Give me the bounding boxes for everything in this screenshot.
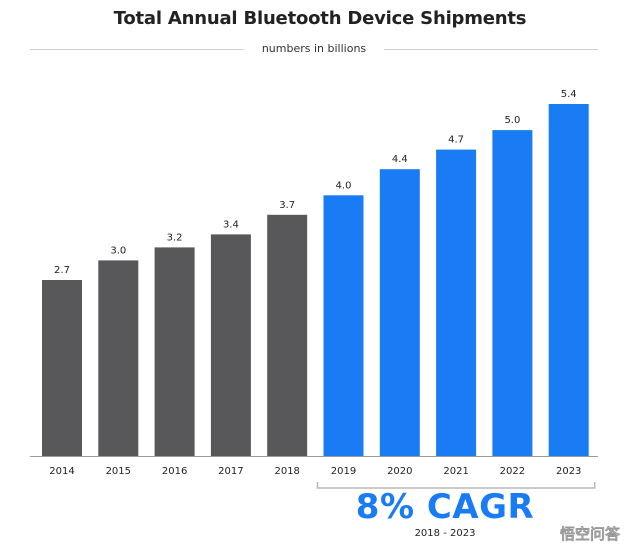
bar-2019	[323, 195, 364, 457]
x-tick-label-2023: 2023	[556, 466, 581, 477]
watermark-text: 悟空问答	[560, 525, 621, 543]
x-tick-label-2019: 2019	[331, 466, 356, 477]
speech-bubble-icon	[537, 525, 555, 541]
value-label-2015: 3.0	[110, 245, 126, 256]
value-label-2018: 3.7	[279, 200, 295, 211]
subtitle-rule-right	[384, 49, 598, 50]
forecast-bracket	[316, 482, 596, 489]
x-tick-label-2017: 2017	[218, 466, 243, 477]
cagr-range: 2018 - 2023	[414, 528, 476, 539]
bar-2017	[210, 234, 251, 456]
x-tick-labels-group: 2014 2015 2016 2017 2018 2019 2020 2021 2022 2023	[49, 466, 581, 477]
bar-2021	[436, 149, 477, 456]
value-label-2022: 5.0	[504, 115, 520, 126]
subtitle-rule-left	[30, 49, 244, 50]
x-tick-label-2022: 2022	[500, 466, 525, 477]
value-label-2020: 4.4	[392, 154, 408, 165]
cagr-headline: 8% CAGR	[355, 487, 535, 527]
value-label-2014: 2.7	[54, 265, 70, 276]
value-label-2017: 3.4	[223, 219, 239, 230]
x-tick-label-2014: 2014	[49, 466, 74, 477]
bar-2014	[42, 280, 82, 456]
chart-subtitle: numbers in billions	[30, 40, 598, 58]
watermark-logo: 悟空问答	[537, 525, 621, 543]
x-tick-label-2021: 2021	[443, 466, 468, 477]
value-label-2023: 5.4	[561, 89, 577, 100]
chart-title: Total Annual Bluetooth Device Shipments	[113, 8, 527, 29]
bar-2020	[379, 169, 420, 456]
x-tick-label-2016: 2016	[162, 466, 187, 477]
value-labels-group: 2.7 3.0 3.2 3.4 3.7 4.0 4.4 4.7 5.0 5.4	[54, 89, 577, 276]
x-tick-label-2020: 2020	[387, 466, 412, 477]
subtitle-row: numbers in billions	[30, 40, 598, 58]
bars-group	[42, 104, 589, 457]
value-label-2021: 4.7	[448, 135, 464, 146]
value-label-2016: 3.2	[167, 232, 183, 243]
x-tick-label-2015: 2015	[106, 466, 131, 477]
bar-2016	[154, 247, 195, 456]
value-label-2019: 4.0	[336, 180, 352, 191]
bar-2023	[548, 104, 589, 456]
bar-2015	[98, 260, 139, 456]
bar-2018	[267, 214, 308, 456]
x-tick-label-2018: 2018	[274, 466, 299, 477]
bar-2022	[492, 130, 533, 456]
